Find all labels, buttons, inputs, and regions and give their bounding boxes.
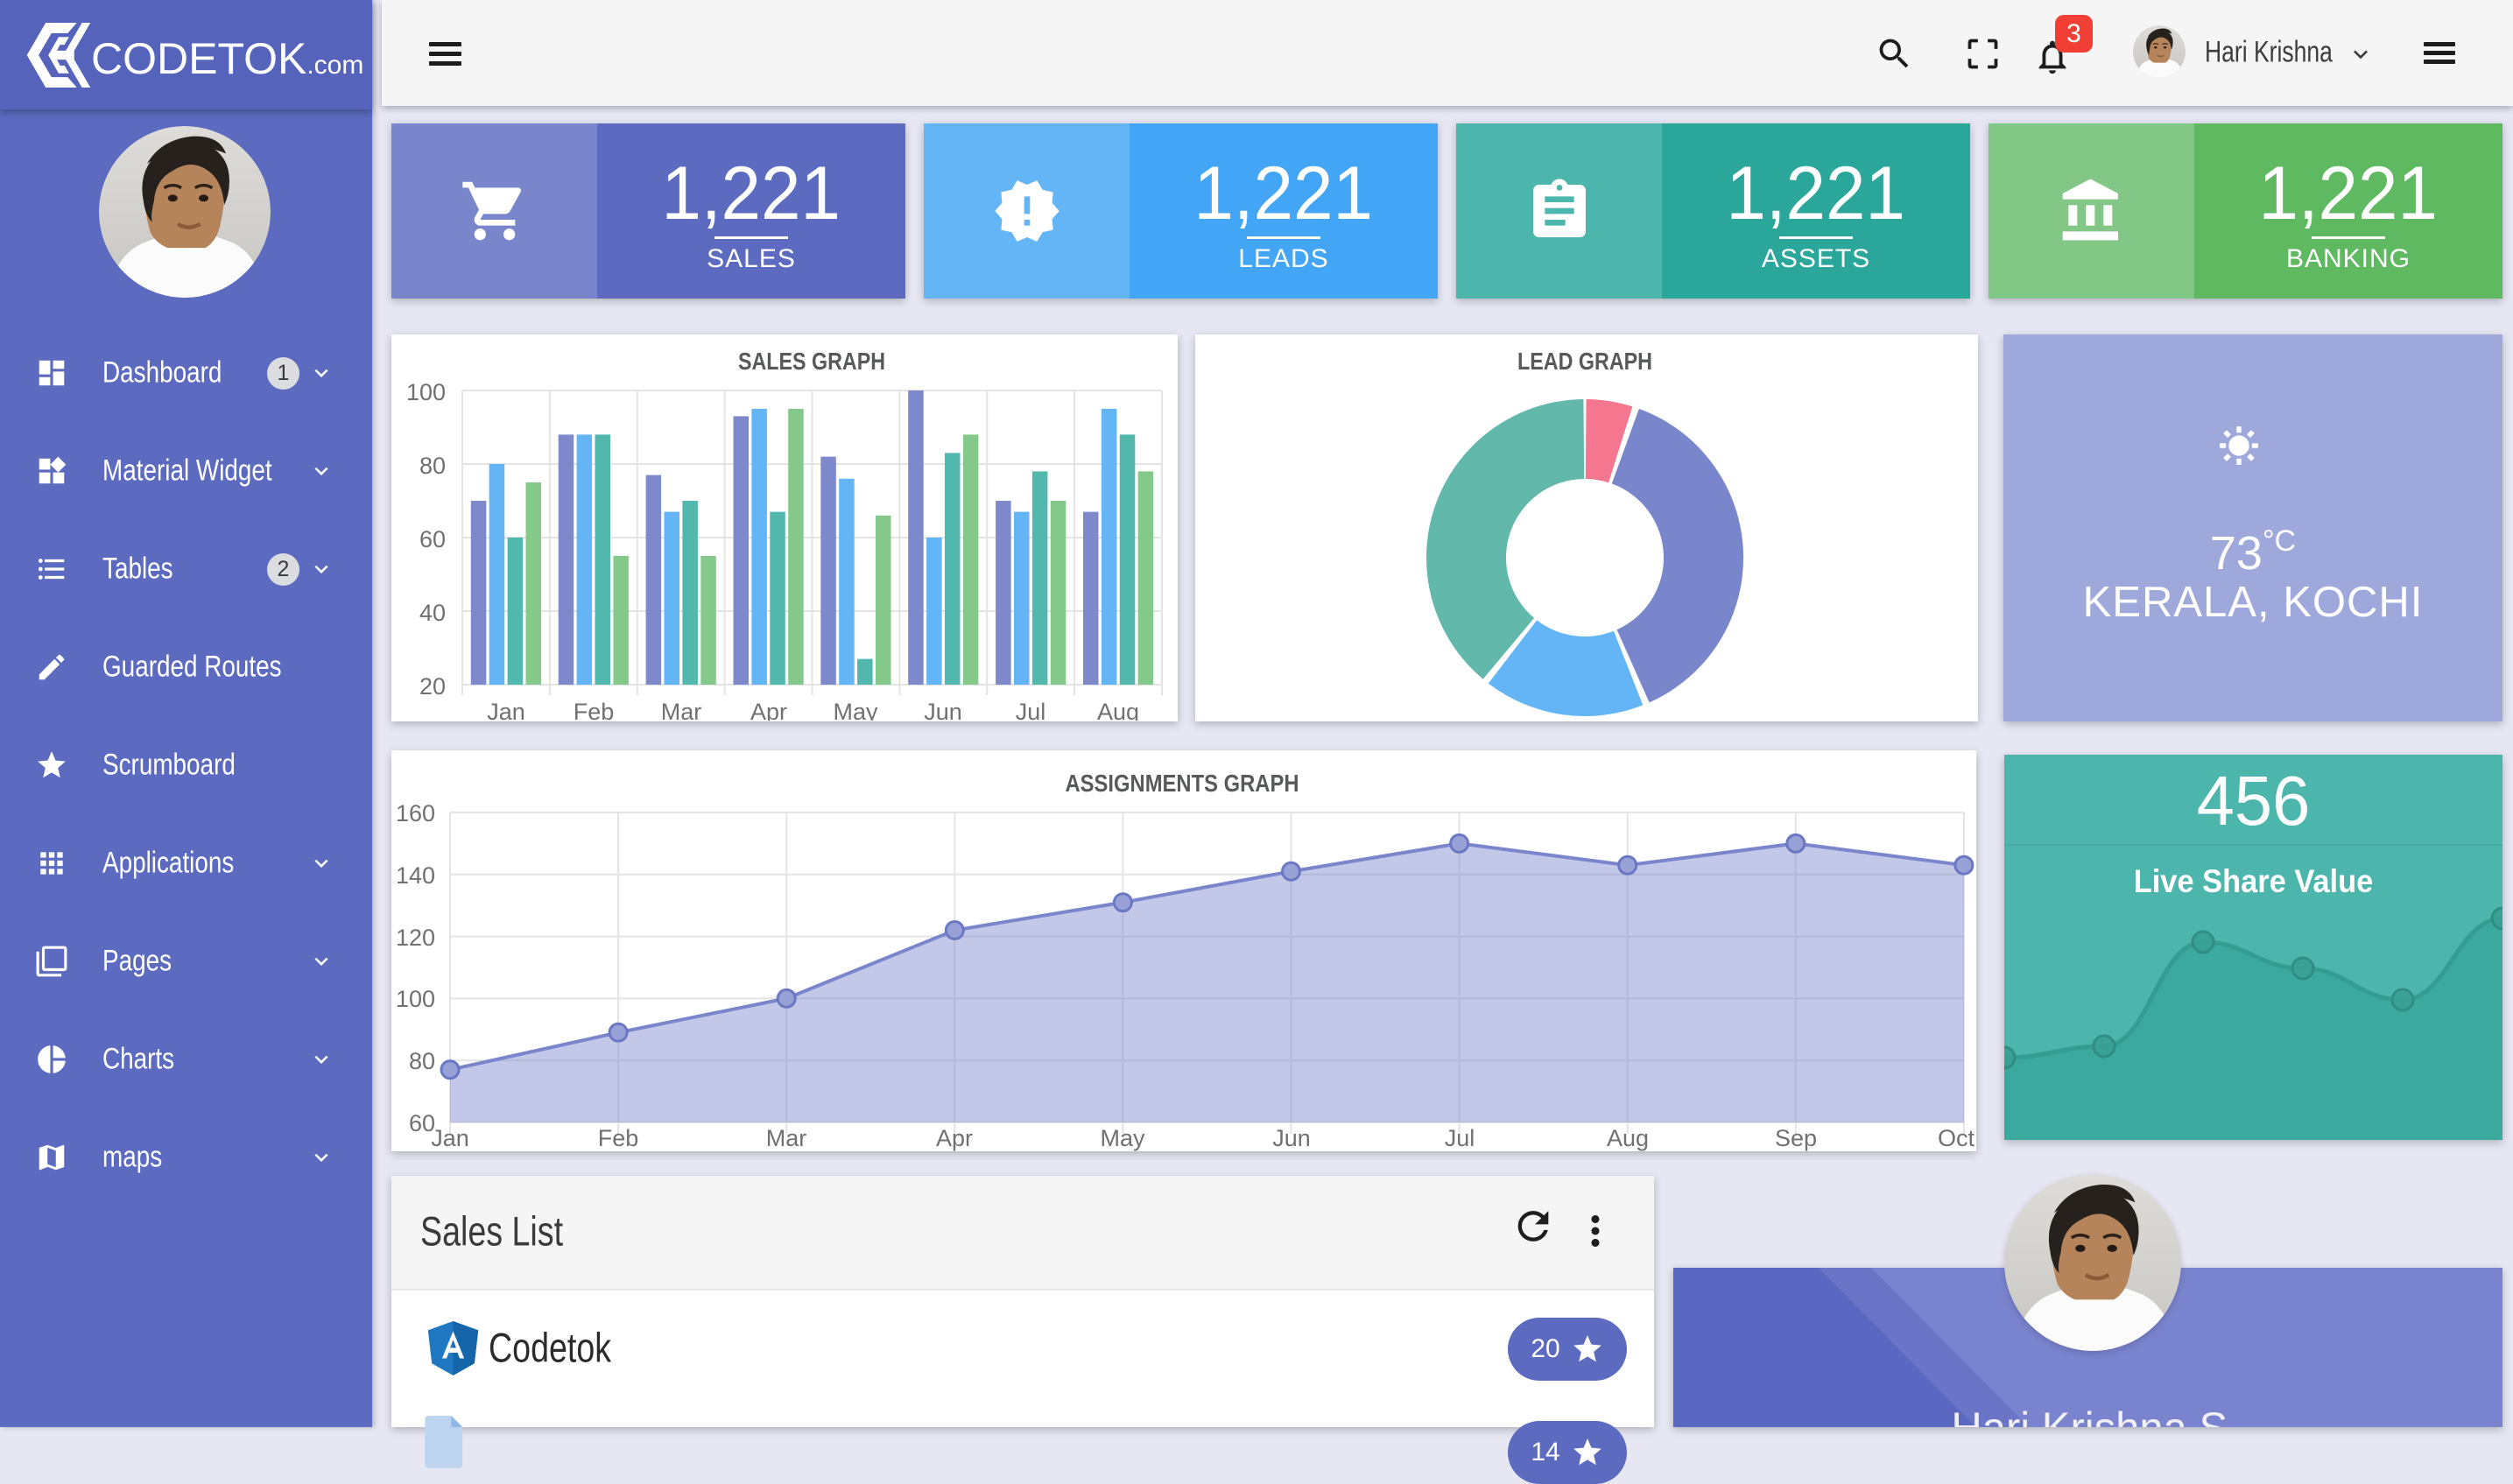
svg-text:100: 100: [406, 379, 446, 405]
svg-text:Jun: Jun: [1272, 1125, 1311, 1151]
svg-text:LEAD GRAPH: LEAD GRAPH: [1517, 348, 1652, 375]
svg-text:Apr: Apr: [936, 1125, 973, 1151]
svg-text:Jan: Jan: [431, 1125, 469, 1151]
svg-text:Oct: Oct: [1938, 1125, 1975, 1151]
svg-text:Aug: Aug: [1607, 1125, 1649, 1151]
svg-text:80: 80: [419, 453, 446, 479]
svg-text:Feb: Feb: [574, 699, 615, 721]
svg-text:Jul: Jul: [1016, 699, 1046, 721]
svg-text:SALES GRAPH: SALES GRAPH: [738, 348, 885, 375]
svg-text:Mar: Mar: [661, 699, 702, 721]
svg-text:Jan: Jan: [487, 699, 525, 721]
svg-text:20: 20: [419, 673, 446, 700]
svg-text:160: 160: [396, 800, 435, 826]
svg-text:Feb: Feb: [598, 1125, 639, 1151]
svg-text:Jun: Jun: [924, 699, 962, 721]
svg-text:ASSIGNMENTS GRAPH: ASSIGNMENTS GRAPH: [1066, 770, 1299, 797]
svg-text:60: 60: [409, 1110, 435, 1136]
svg-text:60: 60: [419, 526, 446, 552]
svg-text:80: 80: [409, 1048, 435, 1074]
svg-text:100: 100: [396, 986, 435, 1012]
svg-text:Sep: Sep: [1775, 1125, 1817, 1151]
svg-text:May: May: [833, 699, 878, 721]
svg-text:Mar: Mar: [766, 1125, 807, 1151]
svg-text:140: 140: [396, 862, 435, 889]
svg-text:Jul: Jul: [1445, 1125, 1475, 1151]
svg-text:Hari Krishna S: Hari Krishna S: [1951, 1404, 2228, 1427]
svg-text:Apr: Apr: [750, 699, 787, 721]
svg-text:120: 120: [396, 925, 435, 951]
svg-text:Aug: Aug: [1097, 699, 1139, 721]
svg-text:May: May: [1100, 1125, 1145, 1151]
svg-text:40: 40: [419, 600, 446, 626]
